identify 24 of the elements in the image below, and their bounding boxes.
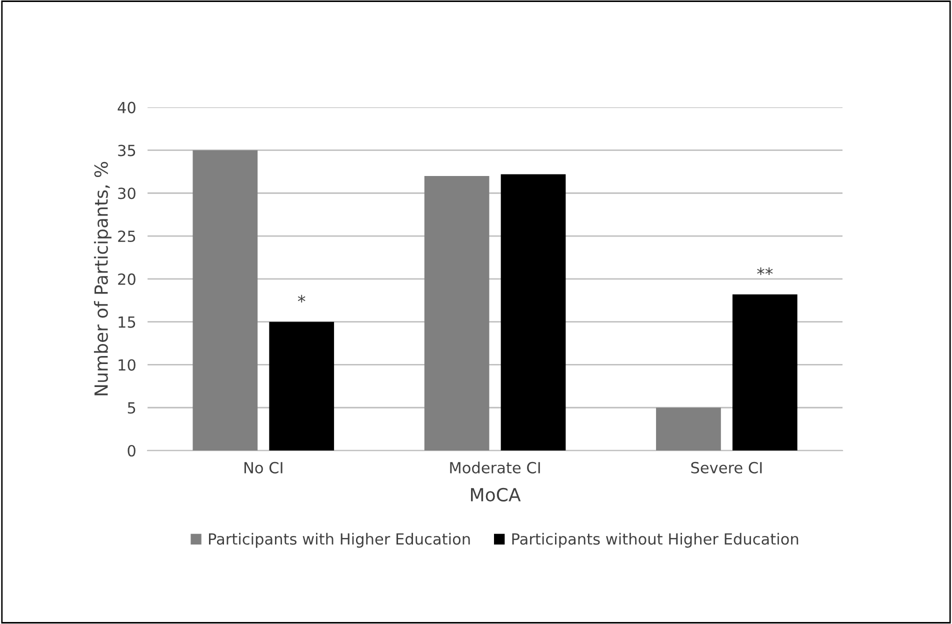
bar [732, 294, 798, 451]
y-tick-label: 15 [118, 316, 136, 328]
legend-label: Participants with Higher Education [209, 532, 470, 548]
x-tick-label: Severe CI [691, 462, 762, 474]
x-axis-title: MoCA [471, 488, 521, 502]
y-tick-label: 40 [118, 102, 136, 114]
y-axis-title: Number of Participants, % [94, 162, 112, 396]
bar [192, 150, 258, 451]
data-label: ** [757, 267, 773, 276]
x-tick-label: Moderate CI [450, 462, 540, 474]
x-tick-label: No CI [244, 462, 282, 474]
y-tick-label: 35 [118, 144, 136, 156]
y-tick-label: 20 [118, 273, 136, 285]
bar [424, 176, 490, 451]
bar [656, 408, 721, 451]
y-tick-label: 10 [118, 359, 136, 371]
bar [500, 174, 566, 451]
y-tick-label: 0 [128, 444, 136, 457]
data-label: * [298, 294, 306, 302]
legend-label: Participants without Higher Education [512, 532, 798, 548]
bar [269, 322, 334, 451]
y-tick-label: 5 [128, 402, 136, 414]
y-tick-label: 30 [118, 188, 136, 200]
y-tick-label: 25 [118, 230, 136, 242]
